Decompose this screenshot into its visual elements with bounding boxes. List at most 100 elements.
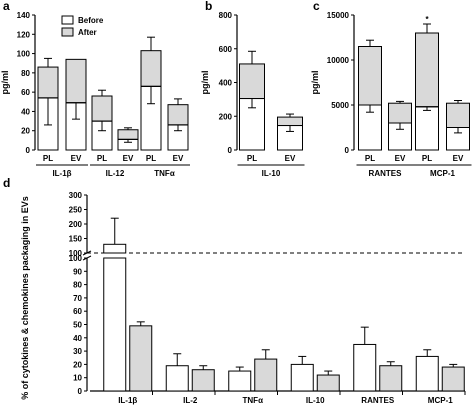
significance-marker: * [425,15,429,24]
y-tick-label: 70 [73,294,82,303]
bar-before-upper [103,243,127,254]
y-tick-label: 30 [73,347,82,356]
x-category-label: PL [146,154,156,163]
x-category-label: PL [43,154,53,163]
panel-c-letter: c [313,0,320,13]
y-tick-label: 40 [21,107,30,116]
y-tick-label: 10 [73,374,82,383]
panel-b-letter: b [205,0,212,13]
y-tick-label: 250 [69,206,83,215]
x-category-label: EV [453,154,464,163]
bar-after [358,46,382,106]
x-category-label: EV [173,154,184,163]
x-category-label: IL-2 [183,396,198,405]
y-tick-label: 0 [78,387,83,396]
legend-label-before: Before [78,16,104,25]
group-label: RANTES [369,169,403,178]
group-label: MCP-1 [430,169,455,178]
y-tick-label: 100 [69,254,83,263]
bar-after [446,102,470,128]
bar-after [37,66,59,99]
bar-before [290,363,314,392]
y-tick-label: 100 [17,50,31,59]
y-tick-label: 800 [219,11,233,20]
y-tick-label: 100 [69,249,83,258]
y-axis-label: pg/ml [0,71,10,95]
y-tick-label: 5000 [331,101,349,110]
bar-after [167,104,189,126]
y-tick-label: 150 [69,235,83,244]
bar-after [379,365,403,392]
bar-before [353,343,377,392]
x-category-label: PL [365,154,375,163]
legend: Before After [61,15,104,37]
y-axis-label: pg/ml [200,71,210,95]
bar-after [91,95,113,122]
bar-before-outline [415,106,439,151]
y-tick-label: 60 [73,307,82,316]
y-tick-label: 80 [73,281,82,290]
y-tick-label: 40 [73,334,82,343]
bar-before [228,370,252,392]
bar-after [239,63,265,100]
x-category-label: TNFα [243,396,264,405]
x-category-label: IL-1β [118,396,137,405]
y-tick-label: 10000 [327,56,350,65]
bar-after [316,374,340,392]
y-tick-label: 120 [17,30,31,39]
bar-after [254,358,278,392]
y-tick-label: 60 [21,88,30,97]
y-tick-label: 400 [219,79,233,88]
y-tick-label: 80 [21,69,30,78]
bar-after [65,58,87,104]
y-tick-label: 0 [345,146,350,155]
x-category-label: EV [71,154,82,163]
x-category-label: PL [422,154,432,163]
y-axis-label: pg/ml [310,71,320,95]
x-category-label: EV [123,154,134,163]
bar-before [103,257,127,392]
legend-swatch-after [61,27,74,37]
x-category-label: EV [395,154,406,163]
bar-before [165,365,189,392]
bar-after [388,102,412,124]
y-tick-label: 200 [219,112,233,121]
panel-b-chart: 0 200 400 600 800 pg/ml PL EV IL-10 [200,11,305,178]
y-tick-label: 0 [228,146,233,155]
y-tick-label: 200 [69,220,83,229]
y-tick-label: 300 [69,191,83,200]
bar-after [441,366,465,392]
group-label: TNFα [154,169,175,178]
bar-after [140,50,162,87]
panel-a-letter: a [3,0,10,13]
y-tick-label: 0 [26,146,31,155]
bar-after [129,325,153,392]
panel-d-chart: 100 150 200 250 300 0 10 20 30 40 50 60 70 80 90 100 % o… [20,191,466,405]
y-tick-label: 90 [73,267,82,276]
group-label: IL-1β [52,169,71,178]
y-axis-label: % of cytokines & chemokines packaging in… [20,196,30,400]
bar-after [277,116,303,127]
y-tick-label: 50 [73,321,82,330]
legend-label-after: After [78,28,97,37]
y-tick-label: 20 [73,360,82,369]
x-category-label: RANTES [361,396,395,405]
panel-d-letter: d [3,176,10,190]
bar-after [191,369,215,392]
bar-before [415,355,439,392]
legend-swatch-before [61,15,74,25]
x-category-label: EV [285,154,296,163]
y-tick-label: 20 [21,127,30,136]
x-category-label: PL [247,154,257,163]
bar-after [117,129,139,140]
y-tick-label: 600 [219,45,233,54]
panel-c-chart: 0 5000 10000 15000 pg/ml PL EV PL EV * RANTES MCP-1 [310,11,472,178]
x-category-label: PL [97,154,107,163]
y-tick-label: 15000 [327,11,350,20]
y-tick-label: 140 [17,11,31,20]
x-category-label: IL-10 [306,396,325,405]
bar-after [415,32,439,108]
x-category-label: MCP-1 [428,396,453,405]
